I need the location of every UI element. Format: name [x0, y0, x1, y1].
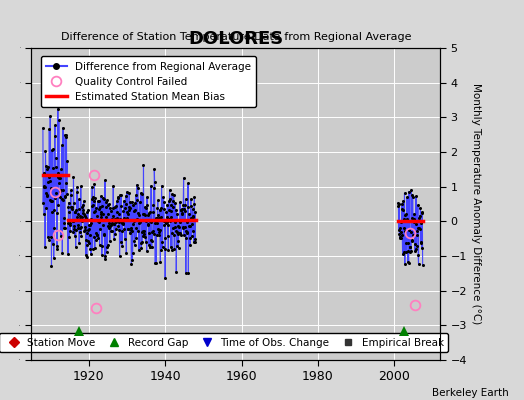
Text: Difference of Station Temperature Data from Regional Average: Difference of Station Temperature Data f…	[61, 32, 411, 42]
Legend: Station Move, Record Gap, Time of Obs. Change, Empirical Break: Station Move, Record Gap, Time of Obs. C…	[0, 333, 448, 352]
Title: DOLORES: DOLORES	[188, 30, 283, 48]
Y-axis label: Monthly Temperature Anomaly Difference (°C): Monthly Temperature Anomaly Difference (…	[471, 83, 481, 325]
Text: Berkeley Earth: Berkeley Earth	[432, 388, 508, 398]
